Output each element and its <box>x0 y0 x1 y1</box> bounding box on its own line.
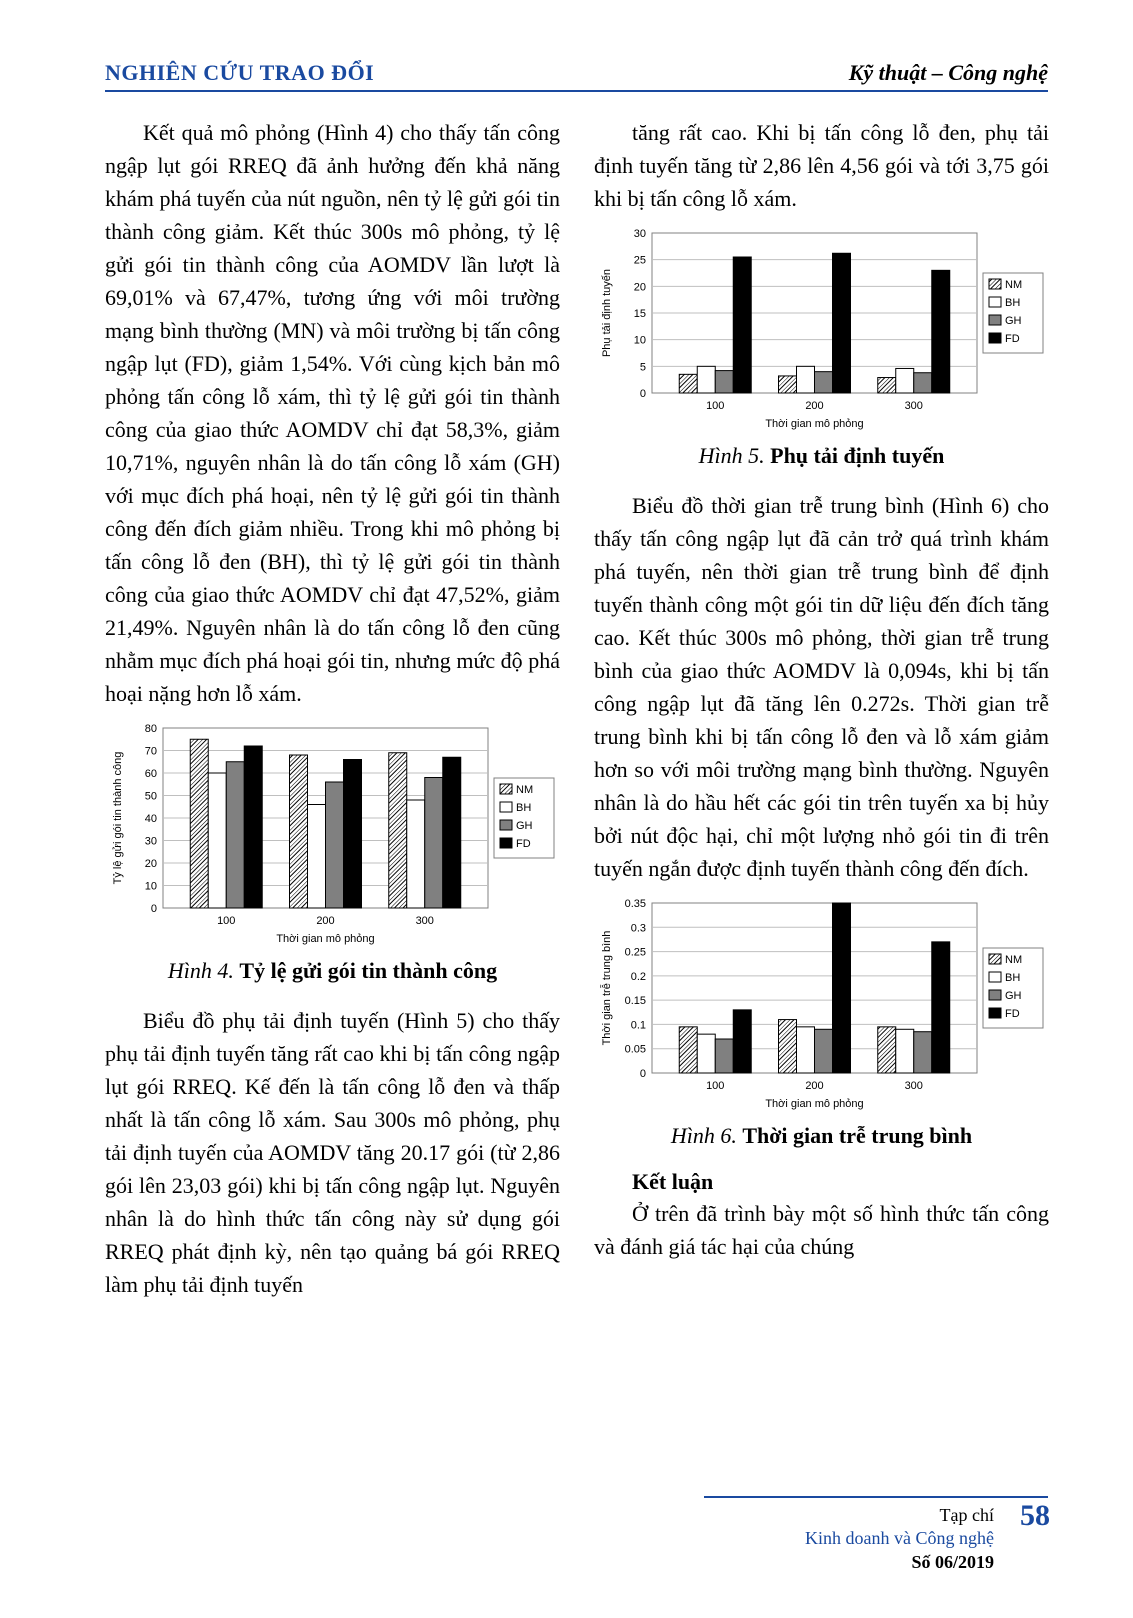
svg-text:Tỷ lệ gửi gói tin thành công: Tỷ lệ gửi gói tin thành công <box>112 752 124 885</box>
svg-text:10: 10 <box>634 335 646 347</box>
left-column: Kết quả mô phỏng (Hình 4) cho thấy tấn c… <box>105 116 560 1309</box>
svg-text:0.35: 0.35 <box>625 898 646 910</box>
right-para-3: Ở trên đã trình bày một số hình thức tấn… <box>594 1197 1049 1263</box>
page-footer: 58 Tạp chí Kinh doanh và Công nghệ Số 06… <box>704 1496 1048 1574</box>
header-section-right: Kỹ thuật – Công nghệ <box>849 60 1048 86</box>
figure-5: 0 5 10 15 20 25 30 Phụ tải định tuyến 100 200 300 T… <box>594 223 1049 433</box>
svg-text:Thời gian mô phỏng: Thời gian mô phỏng <box>276 933 374 945</box>
svg-text:50: 50 <box>145 791 157 803</box>
svg-text:BH: BH <box>1005 972 1020 984</box>
svg-text:BH: BH <box>1005 297 1020 309</box>
svg-text:0.05: 0.05 <box>625 1044 646 1056</box>
svg-text:100: 100 <box>706 1080 724 1092</box>
svg-text:0: 0 <box>640 388 646 400</box>
svg-text:Thời gian mô phỏng: Thời gian mô phỏng <box>765 1098 863 1110</box>
header-section-left: NGHIÊN CỨU TRAO ĐỔI <box>105 60 374 86</box>
conclusion-heading: Kết luận <box>594 1169 1049 1195</box>
svg-text:0.15: 0.15 <box>625 995 646 1007</box>
figure-6-caption-title: Thời gian trễ trung bình <box>742 1123 972 1148</box>
svg-text:BH: BH <box>516 802 531 814</box>
figure-5-chart: 0 5 10 15 20 25 30 Phụ tải định tuyến 100 200 300 T… <box>594 223 1049 433</box>
svg-text:FD: FD <box>516 838 531 850</box>
right-para-1: tăng rất cao. Khi bị tấn công lỗ đen, ph… <box>594 116 1049 215</box>
svg-text:Thời gian trễ trung bình: Thời gian trễ trung bình <box>600 931 613 1046</box>
svg-text:60: 60 <box>145 768 157 780</box>
svg-text:25: 25 <box>634 255 646 267</box>
svg-text:0: 0 <box>640 1068 646 1080</box>
svg-text:FD: FD <box>1005 333 1020 345</box>
figure-4-caption: Hình 4. Tỷ lệ gửi gói tin thành công <box>105 958 560 984</box>
left-para-2: Biểu đồ phụ tải định tuyến (Hình 5) cho … <box>105 1004 560 1301</box>
footer-issue: Số 06/2019 <box>704 1551 994 1574</box>
left-para-1: Kết quả mô phỏng (Hình 4) cho thấy tấn c… <box>105 116 560 710</box>
svg-text:Thời gian mô phỏng: Thời gian mô phỏng <box>765 418 863 430</box>
page-number: 58 <box>1020 1496 1050 1535</box>
svg-text:30: 30 <box>634 228 646 240</box>
svg-text:20: 20 <box>145 858 157 870</box>
figure-5-caption-title: Phụ tải định tuyến <box>770 443 944 468</box>
page-header: NGHIÊN CỨU TRAO ĐỔI Kỹ thuật – Công nghệ <box>105 60 1048 92</box>
right-para-2: Biểu đồ thời gian trễ trung bình (Hình 6… <box>594 489 1049 885</box>
figure-6-caption-label: Hình 6. <box>671 1123 737 1148</box>
figure-6: 0 0.05 0.1 0.15 0.2 0.25 0.3 0.35 Thời gian trễ … <box>594 893 1049 1113</box>
figure-5-caption: Hình 5. Phụ tải định tuyến <box>594 443 1049 469</box>
figure-6-chart: 0 0.05 0.1 0.15 0.2 0.25 0.3 0.35 Thời gian trễ … <box>594 893 1049 1113</box>
svg-text:300: 300 <box>905 400 923 412</box>
footer-journal-name: Kinh doanh và Công nghệ <box>704 1527 994 1550</box>
figure-4-caption-title: Tỷ lệ gửi gói tin thành công <box>239 958 497 983</box>
figure-4: 0 10 20 30 40 50 60 70 80 Tỷ lệ gửi gói tin thành… <box>105 718 560 948</box>
svg-text:GH: GH <box>1005 315 1022 327</box>
svg-text:0: 0 <box>151 903 157 915</box>
figure-4-chart: 0 10 20 30 40 50 60 70 80 Tỷ lệ gửi gói tin thành… <box>105 718 560 948</box>
svg-text:NM: NM <box>1005 954 1022 966</box>
figure-6-caption: Hình 6. Thời gian trễ trung bình <box>594 1123 1049 1149</box>
svg-text:5: 5 <box>640 361 646 373</box>
svg-text:Phụ tải định tuyến: Phụ tải định tuyến <box>601 269 613 357</box>
svg-text:20: 20 <box>634 281 646 293</box>
svg-text:80: 80 <box>145 723 157 735</box>
svg-text:200: 200 <box>805 1080 823 1092</box>
svg-text:70: 70 <box>145 746 157 758</box>
svg-text:0.1: 0.1 <box>631 1019 646 1031</box>
svg-text:100: 100 <box>217 915 235 927</box>
svg-text:GH: GH <box>516 820 533 832</box>
right-column: tăng rất cao. Khi bị tấn công lỗ đen, ph… <box>594 116 1049 1309</box>
svg-text:0.2: 0.2 <box>631 971 646 983</box>
svg-text:NM: NM <box>1005 279 1022 291</box>
svg-text:0.3: 0.3 <box>631 922 646 934</box>
svg-text:0.25: 0.25 <box>625 947 646 959</box>
svg-text:30: 30 <box>145 836 157 848</box>
svg-text:40: 40 <box>145 813 157 825</box>
svg-text:300: 300 <box>905 1080 923 1092</box>
footer-journal: Tạp chí <box>704 1504 994 1527</box>
svg-text:200: 200 <box>805 400 823 412</box>
svg-text:300: 300 <box>416 915 434 927</box>
svg-text:100: 100 <box>706 400 724 412</box>
figure-4-caption-label: Hình 4. <box>168 958 234 983</box>
svg-text:200: 200 <box>316 915 334 927</box>
svg-text:NM: NM <box>516 784 533 796</box>
figure-5-caption-label: Hình 5. <box>699 443 765 468</box>
svg-text:15: 15 <box>634 308 646 320</box>
svg-text:10: 10 <box>145 881 157 893</box>
svg-text:FD: FD <box>1005 1008 1020 1020</box>
svg-text:GH: GH <box>1005 990 1022 1002</box>
